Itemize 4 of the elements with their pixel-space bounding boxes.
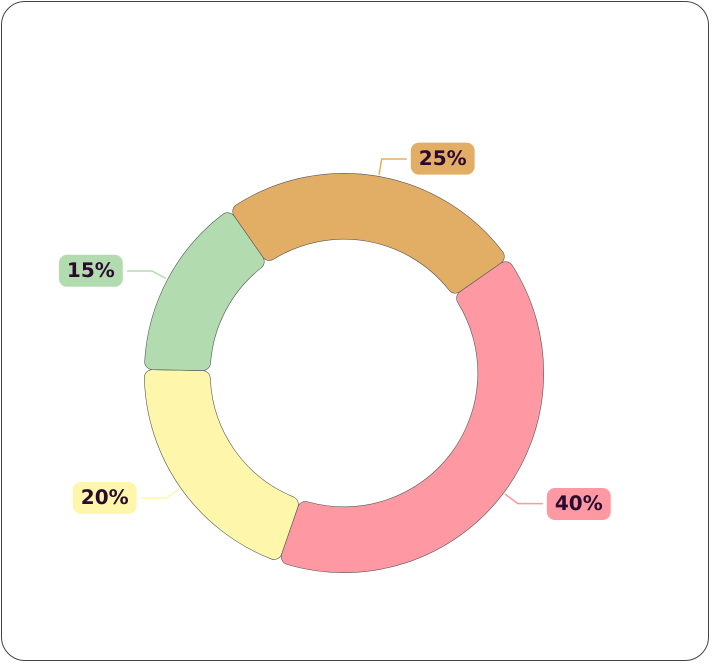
data-label: 40%: [554, 491, 603, 516]
data-label: 20%: [80, 485, 129, 510]
data-label: 25%: [418, 146, 467, 170]
data-label: 15%: [66, 258, 115, 282]
